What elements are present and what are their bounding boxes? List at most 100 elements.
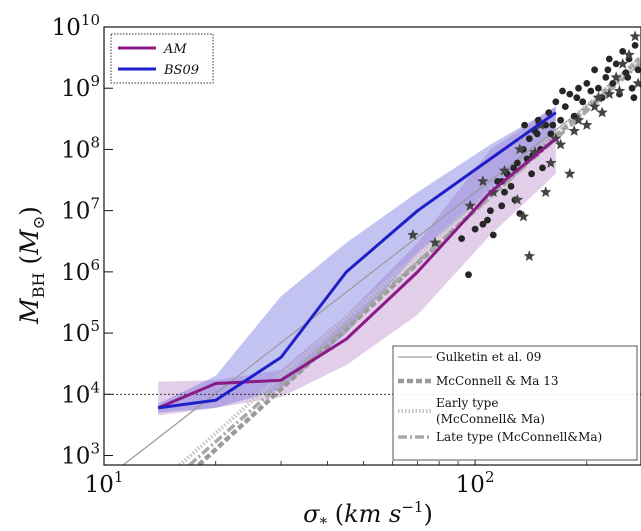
scatter-star — [629, 30, 641, 42]
scatter-point — [458, 235, 465, 243]
model-lines — [157, 111, 557, 410]
scatter-star — [554, 138, 567, 150]
scatter-star — [572, 114, 585, 126]
legend-relation-label-2: Early type (McConnell& Ma) — [436, 396, 545, 426]
scatter-point — [533, 130, 541, 138]
scatter-star — [529, 146, 541, 158]
scatter-point — [634, 66, 641, 74]
y-tick-label: 107 — [61, 195, 100, 225]
y-axis-title: MBH (M⊙) — [15, 206, 48, 325]
scatter-point — [591, 66, 598, 74]
relation-line-2 — [178, 55, 641, 465]
scatter-star — [613, 85, 626, 96]
scatter-point — [583, 80, 591, 87]
scatter-star — [407, 229, 419, 240]
scatter-point — [602, 74, 610, 81]
scatter-star — [588, 100, 601, 112]
scatter-point — [528, 170, 535, 178]
legend-label-am: AM — [163, 42, 187, 57]
scatter-point — [587, 87, 595, 95]
scatter-point — [521, 121, 528, 129]
scatter-star — [477, 175, 489, 187]
scatter-star — [429, 236, 441, 248]
axis-ticks: 101 102 103 104 105 106 107 108 109 1010 — [52, 11, 588, 498]
scatter-point — [630, 94, 638, 102]
band-am — [158, 106, 556, 416]
scatter-point — [609, 80, 617, 87]
scatter-point — [573, 94, 581, 102]
y-tick-label: 103 — [61, 440, 100, 470]
scatter-point — [628, 84, 636, 92]
scatter-star — [564, 167, 576, 179]
scatter-point — [579, 98, 587, 106]
scatter-point — [559, 87, 566, 95]
legend-relation-label-3: Late type (McConnell&Ma) — [436, 430, 602, 444]
scatter-point — [498, 202, 506, 210]
y-tick-label: 1010 — [52, 11, 100, 41]
scatter-point — [507, 182, 515, 190]
scatter-star — [523, 250, 535, 262]
legend-relation-label-0: Gulketin et al. 09 — [436, 350, 541, 364]
scatter-point — [547, 130, 555, 138]
scatter-point — [575, 84, 582, 92]
scatter-point — [479, 220, 487, 228]
plot-frame — [103, 26, 641, 466]
scatter-star — [581, 119, 593, 130]
scatter-point — [549, 121, 557, 129]
scatter-star — [610, 71, 622, 83]
scatter-star — [498, 164, 511, 176]
svg-text:MBH (M⊙): MBH (M⊙) — [15, 206, 48, 325]
scatter-point — [631, 42, 639, 49]
legend-box — [110, 33, 214, 84]
scatter-point — [510, 164, 517, 172]
legend-relations: Gulketin et al. 09 McConnell & Ma 13 Early… — [392, 345, 638, 461]
series-line-bs09 — [158, 111, 557, 410]
scatter-point — [624, 74, 632, 81]
scatter-star — [632, 77, 641, 89]
y-tick-label: 108 — [61, 133, 100, 163]
legend-box-relations — [392, 345, 638, 461]
scatter-point — [501, 188, 508, 196]
scatter-point — [489, 231, 497, 239]
scatter-star — [592, 91, 605, 103]
y-tick-label: 104 — [61, 378, 100, 408]
scatter-point — [552, 98, 560, 106]
scatter-circles — [458, 42, 641, 279]
scatter-star — [517, 210, 530, 222]
series-line-am — [157, 137, 557, 410]
y-tick-label: 106 — [61, 256, 100, 286]
y-tick-label: 105 — [61, 317, 100, 347]
relation-line-3 — [188, 61, 641, 465]
scatter-point — [539, 164, 546, 172]
legend-relation-label-1: McConnell & Ma 13 — [436, 374, 558, 388]
scatter-point — [566, 90, 574, 98]
x-axis-title: σ* (km s−1) — [303, 498, 433, 531]
scatter-point — [604, 66, 612, 74]
legend-models: AM BS09 — [110, 33, 214, 84]
scatter-point — [561, 103, 569, 110]
scatter-star — [511, 193, 524, 205]
scatter-point — [570, 112, 578, 120]
scatter-point — [595, 84, 602, 92]
scatter-star — [617, 57, 629, 69]
scatter-point — [465, 271, 472, 279]
scatter-star — [464, 199, 476, 211]
scatter-point — [545, 109, 553, 116]
scatter-star — [603, 88, 615, 99]
scatter-star — [568, 125, 580, 136]
x-tick-label: 101 — [85, 468, 124, 498]
scatter-point — [514, 159, 521, 167]
frame-rect — [103, 26, 641, 466]
scatter-star — [540, 186, 552, 198]
y-tick-label: 109 — [61, 72, 100, 102]
scatter-point — [484, 216, 491, 224]
scatter-point — [557, 116, 564, 124]
svg-text:σ* (km s−1): σ* (km s−1) — [303, 498, 433, 531]
scatter-star — [514, 143, 526, 155]
scatter-point — [612, 60, 620, 68]
scatter-point — [605, 55, 613, 63]
scatter-star — [545, 157, 557, 168]
scatter-point — [525, 135, 533, 143]
scatter-star — [623, 48, 635, 60]
